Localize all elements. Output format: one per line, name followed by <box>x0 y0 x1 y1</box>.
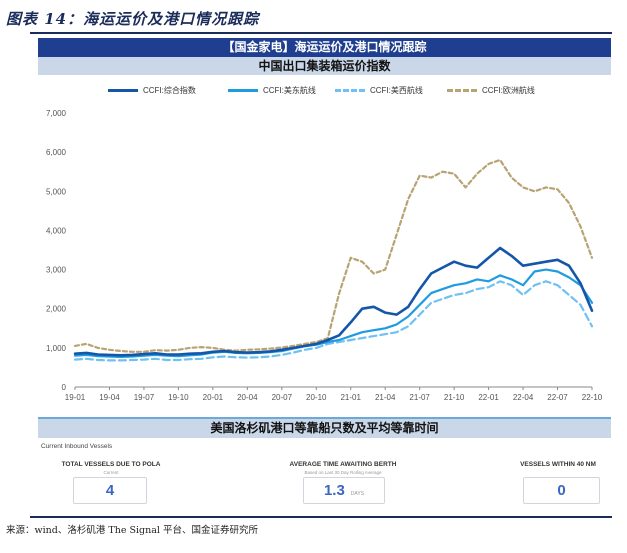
x-tick-label: 20-07 <box>272 393 293 402</box>
berth-time-label: AVERAGE TIME AWAITING BERTH <box>289 461 397 468</box>
y-tick-label: 6,000 <box>46 148 67 157</box>
legend-item-us-west: CCFI:美西航线 <box>335 82 423 98</box>
legend-swatch-us-west <box>335 88 365 92</box>
berth-time-box: 1.3 DAYS <box>303 477 385 504</box>
y-tick-label: 1,000 <box>46 344 67 353</box>
line-chart: 0 1,000 2,000 3,000 4,000 5,000 6,000 7,000 19-0… <box>46 109 603 402</box>
x-tick-label: 19-10 <box>168 393 189 402</box>
berth-time-sub: Based on Last 30 Day Rolling Average <box>304 470 382 475</box>
series-line-europe <box>73 158 594 353</box>
legend-label-us-east: CCFI:美东航线 <box>263 85 316 95</box>
berth-time-unit: DAYS <box>350 491 365 497</box>
legend-item-us-east: CCFI:美东航线 <box>228 82 316 98</box>
x-tick-label: 21-01 <box>340 393 361 402</box>
x-tick-label: 20-10 <box>306 393 327 402</box>
legend-label-total: CCFI:综合指数 <box>143 85 196 95</box>
series-line-us-west <box>73 280 594 362</box>
vessel-banner: 美国洛杉矶港口等靠船只数及平均等靠时间 <box>38 419 611 438</box>
y-tick-label: 2,000 <box>46 305 67 314</box>
chart-title: 中国出口集装箱运价指数 <box>38 57 611 75</box>
x-tick-label: 20-04 <box>237 393 258 402</box>
chart-banner: 【国金家电】海运运价及港口情况跟踪 <box>38 38 611 57</box>
x-tick-label: 22-01 <box>478 393 499 402</box>
legend-item-total: CCFI:综合指数 <box>108 82 196 98</box>
source-note: 来源：wind、洛杉矶港 The Signal 平台、国金证券研究所 <box>6 525 258 536</box>
x-tick-label: 21-04 <box>375 393 396 402</box>
x-tick-label: 22-07 <box>547 393 568 402</box>
x-tick-label: 19-01 <box>65 393 86 402</box>
bottom-divider <box>30 516 612 518</box>
berth-time-value: 1.3 <box>323 482 345 499</box>
legend-label-us-west: CCFI:美西航线 <box>370 85 423 95</box>
x-tick-label: 19-04 <box>99 393 120 402</box>
y-tick-label: 5,000 <box>46 187 67 196</box>
legend-swatch-total <box>108 88 138 92</box>
x-tick-label: 21-07 <box>409 393 430 402</box>
legend-swatch-europe <box>447 88 477 92</box>
inbound-title: Current Inbound Vessels <box>41 443 113 450</box>
legend-swatch-us-east <box>228 88 258 92</box>
vessels-within-value: 0 <box>523 477 600 504</box>
total-vessels-label: TOTAL VESSELS DUE TO POLA <box>61 461 161 468</box>
figure-title: 图表 14：海运运价及港口情况跟踪 <box>6 10 260 28</box>
x-tick-label: 22-04 <box>513 393 534 402</box>
series-line-us-east <box>73 268 594 358</box>
vessels-within-label: VESSELS WITHIN 40 NM <box>520 461 596 468</box>
y-tick-label: 0 <box>62 383 67 392</box>
total-vessels-sub: Current <box>103 470 119 475</box>
total-vessels-value: 4 <box>73 477 147 504</box>
legend-label-europe: CCFI:欧洲航线 <box>482 85 535 95</box>
y-tick-label: 7,000 <box>46 109 67 118</box>
x-tick-label: 19-07 <box>134 393 155 402</box>
chart-legend: CCFI:综合指数 CCFI:美东航线 CCFI:美西航线 CCFI:欧洲航线 <box>70 82 590 98</box>
y-tick-label: 4,000 <box>46 226 67 235</box>
vessel-panel: 美国洛杉矶港口等靠船只数及平均等靠时间 Current Inbound Vess… <box>38 417 611 515</box>
top-divider <box>30 32 612 34</box>
y-tick-label: 3,000 <box>46 266 67 275</box>
x-tick-label: 20-01 <box>203 393 224 402</box>
series-line-total <box>73 246 594 357</box>
x-tick-label: 22-10 <box>582 393 603 402</box>
x-tick-label: 21-10 <box>444 393 465 402</box>
legend-item-europe: CCFI:欧洲航线 <box>447 82 535 98</box>
